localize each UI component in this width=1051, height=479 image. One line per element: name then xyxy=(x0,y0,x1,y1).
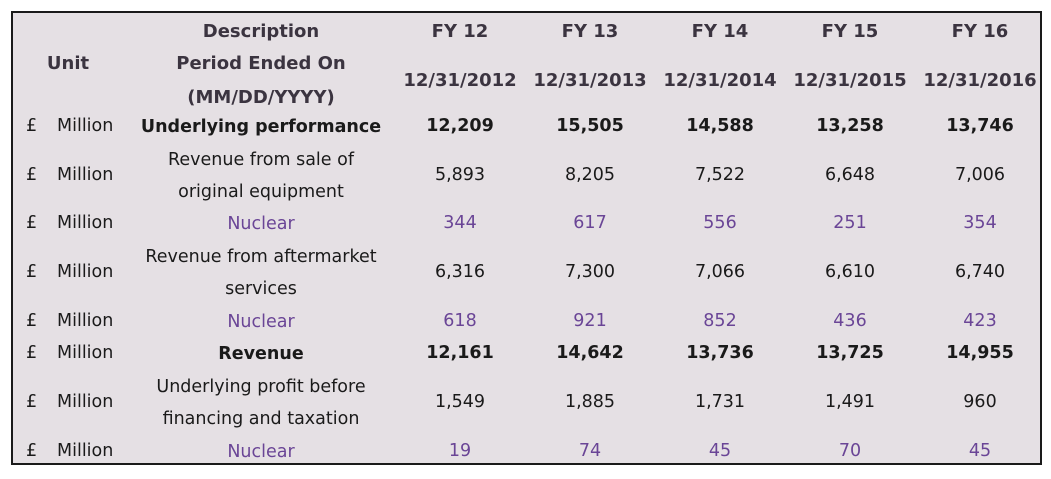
value-cell: 7,006 xyxy=(954,165,1006,185)
unit-label: Million xyxy=(57,165,114,185)
currency-symbol: £ xyxy=(26,262,38,282)
header-fy-14: FY 14 xyxy=(691,21,749,42)
value-cell: 617 xyxy=(573,213,607,233)
value-cell: 6,648 xyxy=(824,165,876,185)
currency-symbol: £ xyxy=(26,213,38,233)
value-cell: 13,736 xyxy=(686,343,754,363)
header-date-2012: 12/31/2012 xyxy=(403,70,517,91)
value-cell: 12,161 xyxy=(426,343,494,363)
row-description: Nuclear xyxy=(227,312,295,332)
value-cell: 436 xyxy=(833,311,867,331)
value-cell: 921 xyxy=(573,311,607,331)
header-date-2015: 12/31/2015 xyxy=(793,70,907,91)
unit-label: Million xyxy=(57,116,114,136)
value-cell: 1,885 xyxy=(564,392,616,412)
value-cell: 6,316 xyxy=(434,262,486,282)
row-description-line2: financing and taxation xyxy=(162,409,360,429)
header-date-2014: 12/31/2014 xyxy=(663,70,777,91)
row-description-line2: services xyxy=(225,279,297,299)
value-cell: 1,731 xyxy=(694,392,746,412)
unit-label: Million xyxy=(57,311,114,331)
value-cell: 7,300 xyxy=(564,262,616,282)
value-cell: 15,505 xyxy=(556,116,624,136)
value-cell: 13,725 xyxy=(816,343,884,363)
header-fy-15: FY 15 xyxy=(821,21,879,42)
value-cell: 960 xyxy=(963,392,997,412)
value-cell: 1,549 xyxy=(434,392,486,412)
row-description: Underlying profit before xyxy=(156,377,366,397)
value-cell: 14,642 xyxy=(556,343,624,363)
header-description: Description xyxy=(202,21,320,42)
row-description: Nuclear xyxy=(227,442,295,462)
row-description: Revenue xyxy=(218,344,304,364)
currency-symbol: £ xyxy=(26,165,38,185)
value-cell: 45 xyxy=(708,441,732,461)
value-cell: 423 xyxy=(963,311,997,331)
value-cell: 852 xyxy=(703,311,737,331)
value-cell: 6,610 xyxy=(824,262,876,282)
unit-label: Million xyxy=(57,392,114,412)
row-description: Underlying performance xyxy=(140,117,382,137)
value-cell: 45 xyxy=(968,441,992,461)
value-cell: 13,258 xyxy=(816,116,884,136)
unit-label: Million xyxy=(57,213,114,233)
header-date-2016: 12/31/2016 xyxy=(923,70,1037,91)
value-cell: 1,491 xyxy=(824,392,876,412)
value-cell: 6,740 xyxy=(954,262,1006,282)
value-cell: 19 xyxy=(448,441,472,461)
header-unit: Unit xyxy=(46,53,90,74)
header-date-2013: 12/31/2013 xyxy=(533,70,647,91)
currency-symbol: £ xyxy=(26,441,38,461)
unit-label: Million xyxy=(57,343,114,363)
value-cell: 354 xyxy=(963,213,997,233)
row-description: Revenue from aftermarket xyxy=(145,247,377,267)
value-cell: 618 xyxy=(443,311,477,331)
currency-symbol: £ xyxy=(26,116,38,136)
value-cell: 70 xyxy=(838,441,862,461)
row-description: Nuclear xyxy=(227,214,295,234)
value-cell: 8,205 xyxy=(564,165,616,185)
value-cell: 14,588 xyxy=(686,116,754,136)
value-cell: 12,209 xyxy=(426,116,494,136)
currency-symbol: £ xyxy=(26,343,38,363)
header-fy-13: FY 13 xyxy=(561,21,619,42)
value-cell: 74 xyxy=(578,441,602,461)
value-cell: 13,746 xyxy=(946,116,1014,136)
value-cell: 14,955 xyxy=(946,343,1014,363)
row-description-line2: original equipment xyxy=(178,182,344,202)
header-fy-16: FY 16 xyxy=(951,21,1009,42)
financial-table: Description Unit Period Ended On (MM/DD/… xyxy=(11,11,1042,465)
header-fy-12: FY 12 xyxy=(431,21,489,42)
value-cell: 5,893 xyxy=(434,165,486,185)
currency-symbol: £ xyxy=(26,392,38,412)
unit-label: Million xyxy=(57,441,114,461)
value-cell: 556 xyxy=(703,213,737,233)
unit-label: Million xyxy=(57,262,114,282)
row-description: Revenue from sale of xyxy=(168,150,354,170)
header-period-line2: (MM/DD/YYYY) xyxy=(187,87,335,108)
value-cell: 7,066 xyxy=(694,262,746,282)
header-period-line1: Period Ended On xyxy=(176,53,346,74)
value-cell: 7,522 xyxy=(694,165,746,185)
value-cell: 251 xyxy=(833,213,867,233)
currency-symbol: £ xyxy=(26,311,38,331)
value-cell: 344 xyxy=(443,213,477,233)
